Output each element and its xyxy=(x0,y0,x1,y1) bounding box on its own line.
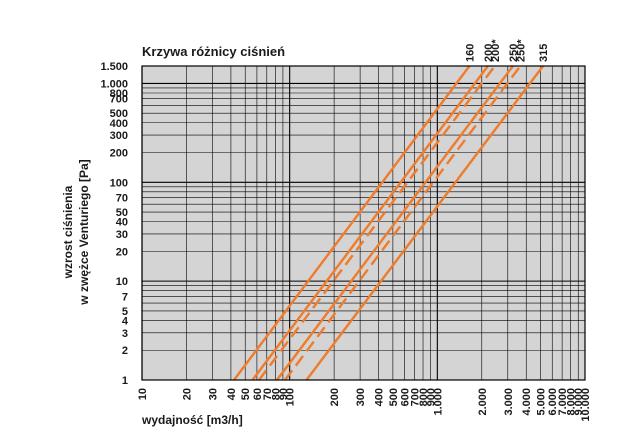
y-tick-label: 50 xyxy=(116,207,128,219)
y-tick-label: 30 xyxy=(116,229,128,241)
series-label: 315 xyxy=(538,44,550,62)
x-axis-label: wydajność [m3/h] xyxy=(141,413,243,427)
x-tick-label: 40 xyxy=(226,388,238,400)
series-label: 250* xyxy=(515,39,527,62)
series-line-200 xyxy=(251,65,489,381)
y-tick-label: 7 xyxy=(122,291,128,303)
x-tick-label: 60 xyxy=(252,388,264,400)
x-tick-label: 2.000 xyxy=(477,388,489,416)
y-tick-label: 1 xyxy=(122,375,128,387)
y-tick-label: 2 xyxy=(122,345,128,357)
x-tick-label: 800 xyxy=(418,388,430,406)
y-tick-label: 400 xyxy=(110,118,128,130)
x-tick-label: 7.000 xyxy=(557,388,569,416)
x-tick-label: 70 xyxy=(262,388,274,400)
y-tick-label: 500 xyxy=(110,108,128,120)
series-line-160 xyxy=(233,65,471,381)
x-tick-label: 3.000 xyxy=(503,388,515,416)
x-tick-label: 300 xyxy=(355,388,367,406)
y-axis-label-line2: w zwężce Venturiego [Pa] xyxy=(77,159,91,305)
y-tick-label: 10 xyxy=(116,276,128,288)
x-tick-label: 80 xyxy=(270,388,282,400)
x-tick-label: 600 xyxy=(400,388,412,406)
y-tick-label: 4 xyxy=(122,315,129,327)
x-tick-label: 50 xyxy=(240,388,252,400)
x-tick-label: 5.000 xyxy=(536,388,548,416)
y-tick-label: 1.000 xyxy=(100,78,128,90)
x-tick-label: 700 xyxy=(409,388,421,406)
y-tick-label: 800 xyxy=(110,88,128,100)
x-tick-label: 9.000 xyxy=(573,388,585,416)
x-tick-label: 30 xyxy=(207,388,219,400)
y-tick-label: 100 xyxy=(110,177,128,189)
series-label: 250 xyxy=(508,44,520,62)
series-layer xyxy=(233,65,545,381)
y-tick-label: 70 xyxy=(116,193,128,205)
x-tick-label: 100 xyxy=(285,388,297,406)
x-tick-label: 900 xyxy=(426,388,438,406)
series-line-200-star xyxy=(258,65,496,381)
y-tick-label: 300 xyxy=(110,130,128,142)
series-line-250-star xyxy=(284,65,522,381)
x-tick-label: 10.000 xyxy=(580,388,592,422)
x-tick-label: 4.000 xyxy=(521,388,533,416)
y-tick-labels: 1234571020304050701002003004005007008001… xyxy=(100,61,128,387)
series-label: 160 xyxy=(464,44,476,62)
plot-frame xyxy=(141,65,586,381)
series-line-250 xyxy=(275,65,514,381)
plot-area xyxy=(142,66,585,380)
x-tick-label: 20 xyxy=(181,388,193,400)
x-tick-label: 10 xyxy=(137,388,149,400)
y-tick-label: 1.500 xyxy=(100,61,128,73)
x-tick-label: 90 xyxy=(278,388,290,400)
y-axis-label: wzrost ciśnienia w zwężce Venturiego [Pa… xyxy=(61,159,91,305)
series-label: 200* xyxy=(490,39,502,62)
series-line-315 xyxy=(305,65,545,381)
x-tick-label: 500 xyxy=(388,388,400,406)
x-tick-label: 200 xyxy=(329,388,341,406)
x-tick-label: 400 xyxy=(374,388,386,406)
x-tick-label: 6.000 xyxy=(547,388,559,416)
x-tick-label: 1.000 xyxy=(432,388,444,416)
y-axis-label-line1: wzrost ciśnienia xyxy=(61,185,75,279)
x-tick-label: 8.000 xyxy=(566,388,578,416)
y-tick-label: 700 xyxy=(110,94,128,106)
y-tick-label: 200 xyxy=(110,148,128,160)
y-tick-label: 40 xyxy=(116,217,128,229)
y-tick-label: 20 xyxy=(116,246,128,258)
chart-title: Krzywa różnicy ciśnień xyxy=(142,44,285,59)
y-tick-label: 3 xyxy=(122,328,128,340)
series-label: 200 xyxy=(483,44,495,62)
y-tick-label: 5 xyxy=(122,306,128,318)
